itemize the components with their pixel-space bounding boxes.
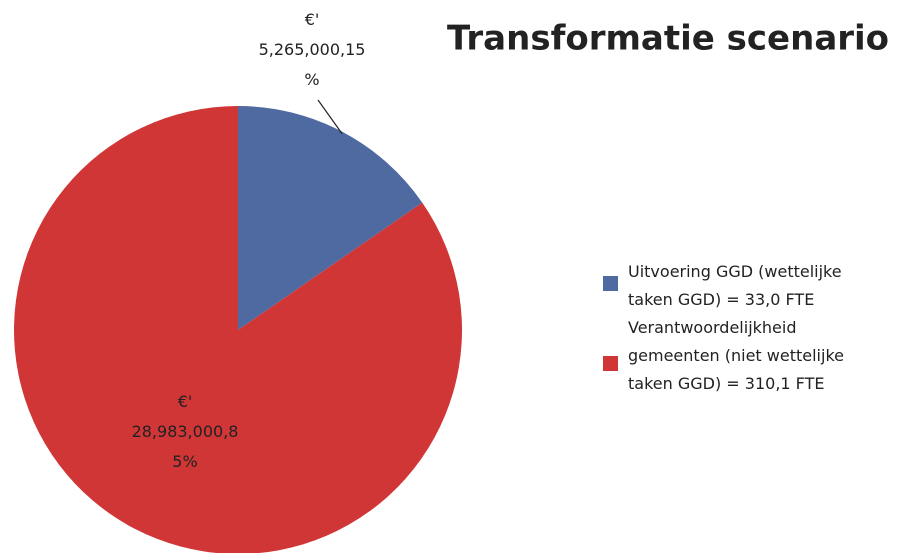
data-label: €' 28,983,000,8 5% — [132, 392, 239, 471]
legend-label: Verantwoordelijkheid gemeenten (niet wett… — [628, 318, 844, 393]
pie-slice — [14, 106, 462, 553]
legend-swatch — [603, 356, 618, 371]
legend-label: Uitvoering GGD (wettelijke taken GGD) = 3… — [628, 262, 842, 309]
data-label: €' 5,265,000,15% — [259, 10, 366, 89]
leader-line — [317, 99, 343, 134]
pie-slice — [238, 106, 423, 330]
chart-title: Transformatie scenario — [447, 19, 889, 59]
legend-swatch — [603, 276, 618, 291]
